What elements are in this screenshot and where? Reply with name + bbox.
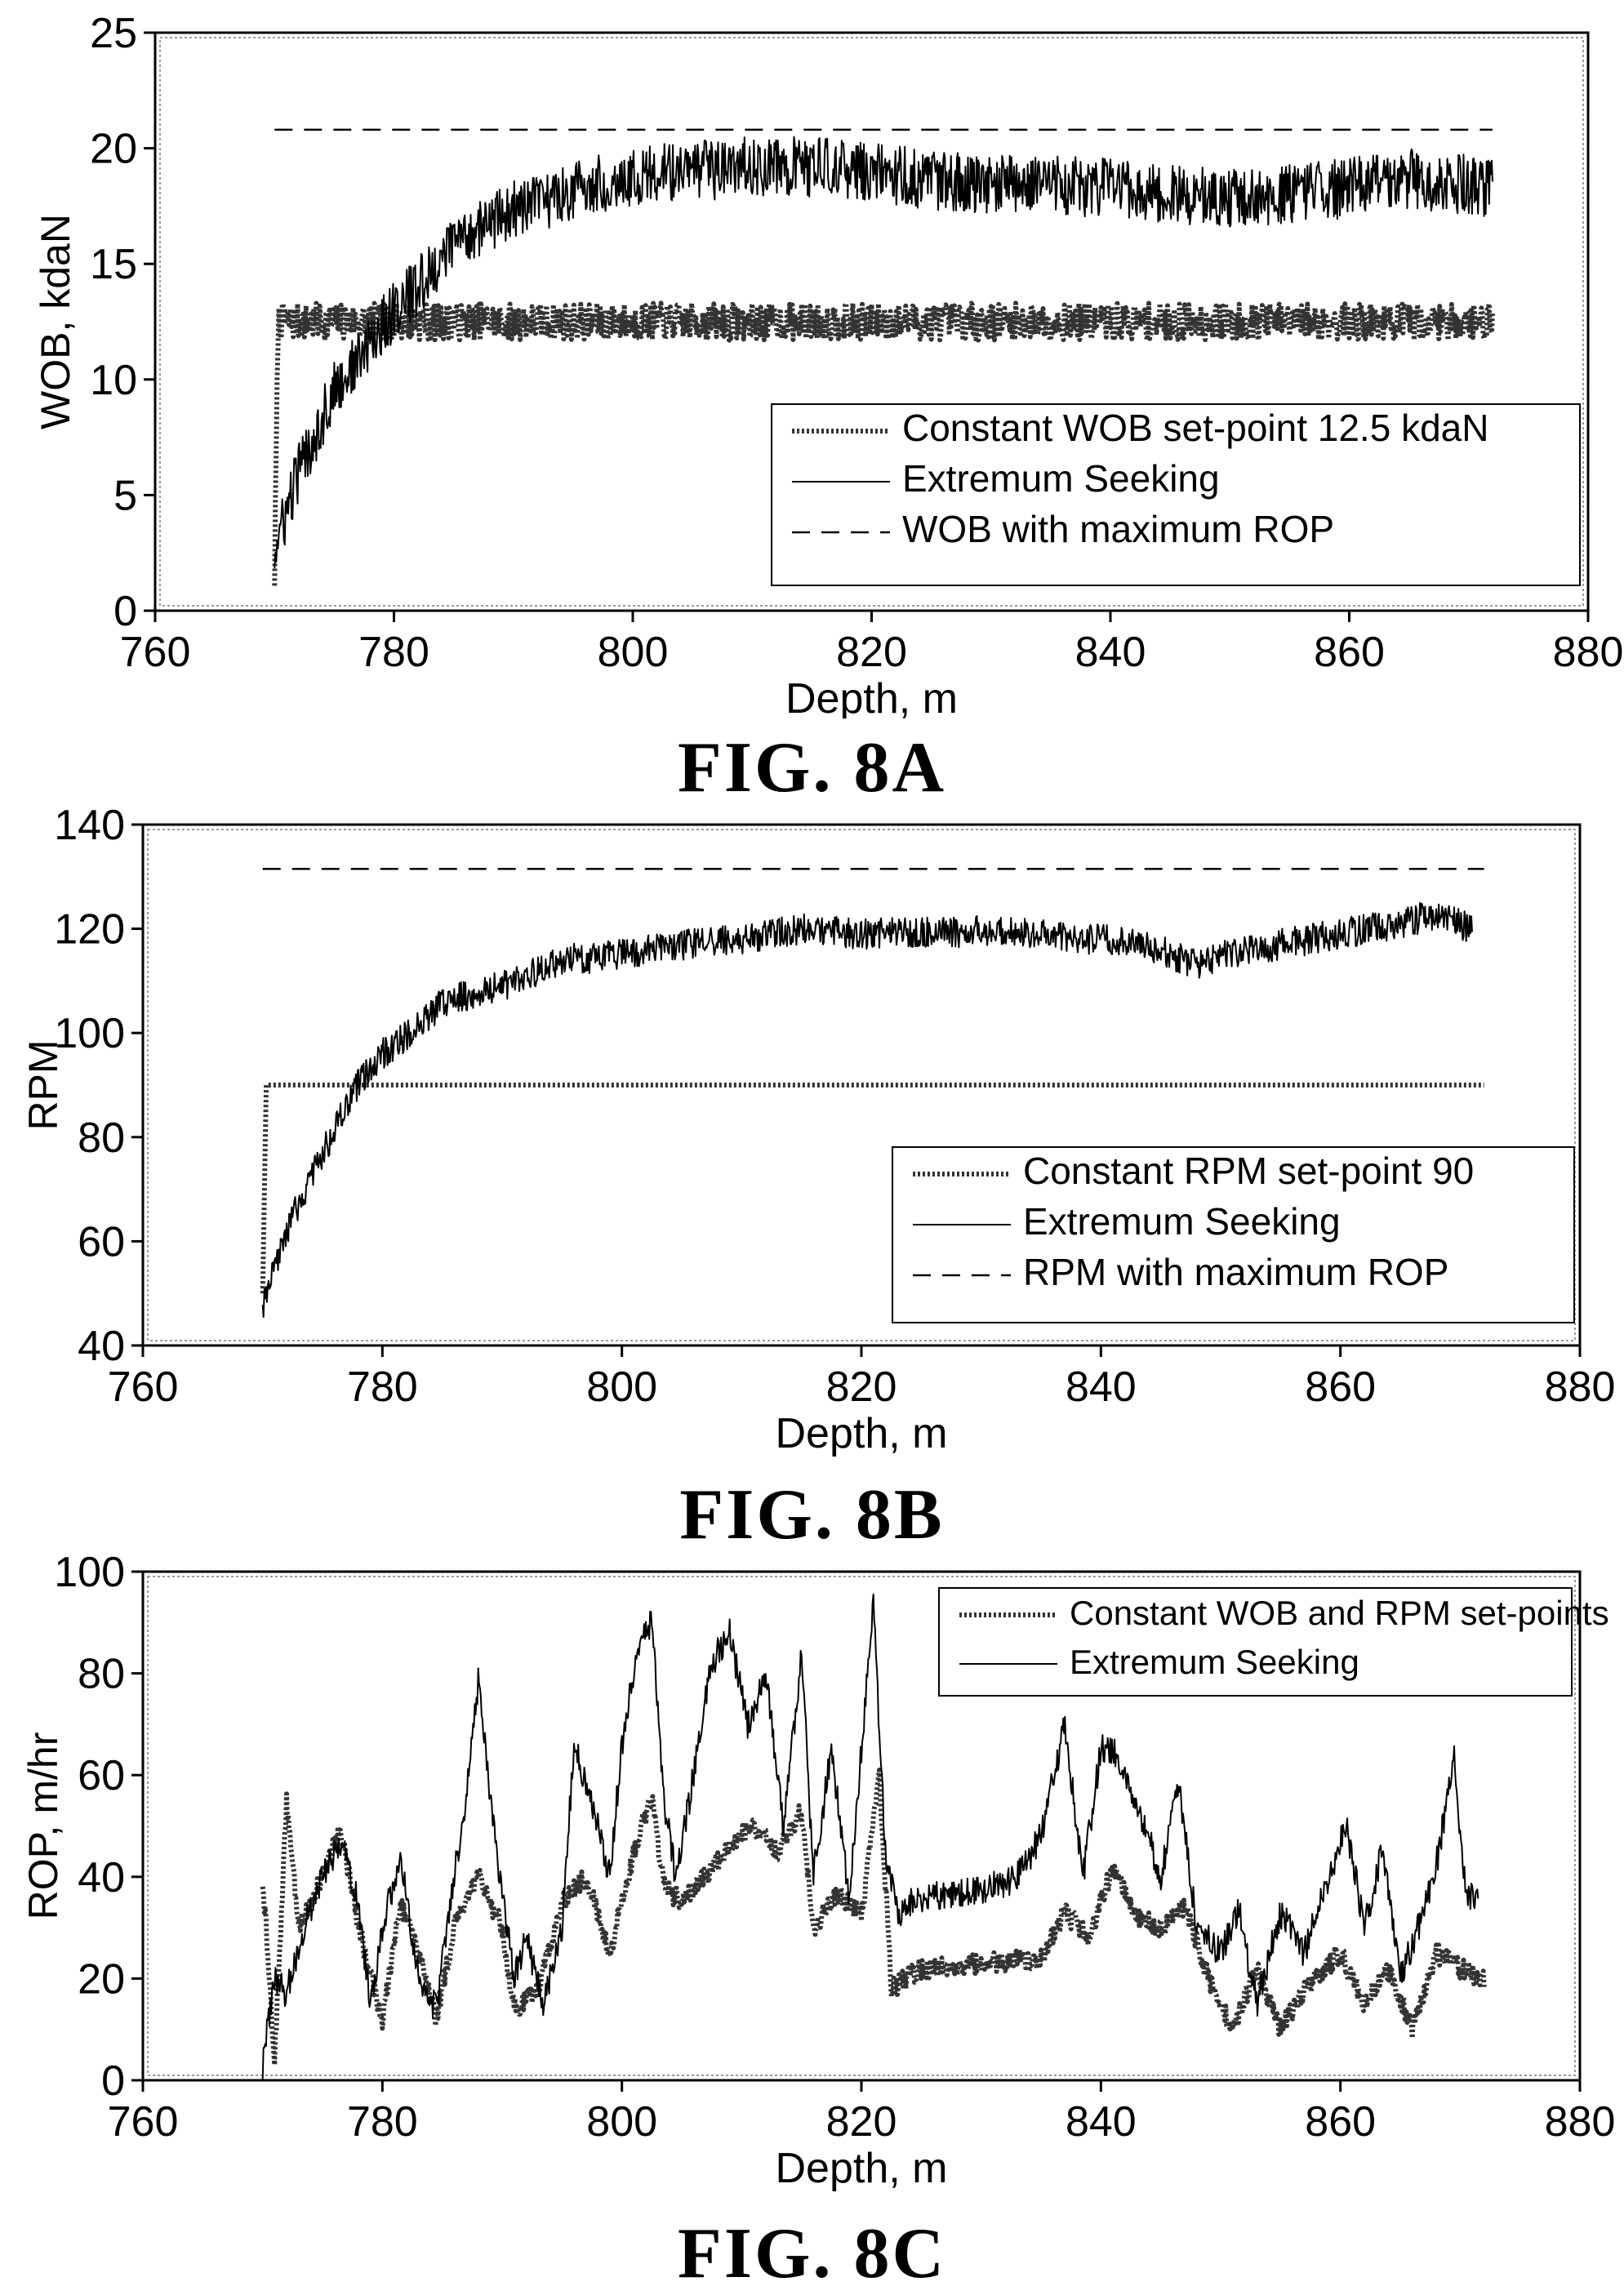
x-tick-label: 780 <box>347 1363 418 1411</box>
y-tick-label: 10 <box>90 357 137 404</box>
y-tick-label: 60 <box>78 1218 125 1265</box>
rpm-chart: 760 780 800 820 840 860 880 40 60 80 100 120 140 Dept… <box>20 804 1616 1457</box>
x-tick-label: 840 <box>1075 629 1146 676</box>
legend-label: Extremum Seeking <box>1070 1643 1359 1681</box>
x-tick-label: 760 <box>108 1363 179 1411</box>
y-axis-label: WOB, kdaN <box>33 214 78 429</box>
series-line <box>261 901 1473 1318</box>
series-extremum-seeking <box>261 901 1473 1318</box>
rop-chart: 760 780 800 820 840 860 880 0 20 40 60 80 100 Depth, … <box>20 1551 1616 2192</box>
series-line <box>274 136 1493 568</box>
x-axis-label: Depth, m <box>776 2145 948 2192</box>
y-axis-label: RPM <box>20 1039 66 1130</box>
x-tick-label: 800 <box>598 629 669 676</box>
x-tick-label: 820 <box>826 1363 897 1411</box>
x-tick-label: 800 <box>586 2098 657 2146</box>
x-tick-label: 780 <box>358 629 429 676</box>
y-tick-label: 20 <box>90 126 137 173</box>
figure-caption-8a: FIG. 8A <box>678 728 946 807</box>
x-tick-label: 880 <box>1545 1363 1616 1411</box>
x-tick-label: 840 <box>1066 2098 1137 2146</box>
x-tick-label: 880 <box>1545 2098 1616 2146</box>
series-constant-wob-and-rpm-set-points <box>260 1768 1487 2068</box>
x-tick-label: 860 <box>1305 2098 1376 2146</box>
y-tick-label: 100 <box>54 1010 125 1057</box>
x-tick-label: 860 <box>1305 1363 1376 1411</box>
plot-inner-border <box>159 37 1584 607</box>
x-tick-label: 860 <box>1314 629 1385 676</box>
series-extremum-seeking <box>274 136 1493 568</box>
series-line <box>272 300 1495 586</box>
series-extremum-seeking <box>261 1593 1479 2080</box>
legend-label: Extremum Seeking <box>1023 1200 1341 1243</box>
legend-label: WOB with maximum ROP <box>902 508 1334 550</box>
wob-chart: 760 780 800 820 840 860 880 0 5 10 15 20 25 Depth, m W… <box>33 10 1624 718</box>
legend: Constant WOB and RPM set-points Extremum … <box>938 1587 1609 1697</box>
x-tick-label: 880 <box>1553 629 1624 676</box>
legend: Constant RPM set-point 90 Extremum Seekin… <box>892 1146 1575 1323</box>
y-tick-label: 5 <box>113 472 137 519</box>
series-constant-rpm-set-point-90 <box>260 1083 1484 1294</box>
legend-box <box>938 1587 1573 1697</box>
y-tick-label: 40 <box>78 1323 125 1370</box>
plot-inner-border <box>147 1576 1576 2076</box>
x-tick-label: 820 <box>836 629 907 676</box>
y-tick-label: 40 <box>78 1854 125 1901</box>
y-tick-label: 15 <box>90 241 137 288</box>
legend: Constant WOB set-point 12.5 kdaN Extremum… <box>771 403 1581 586</box>
legend-label: Extremum Seeking <box>902 457 1220 500</box>
x-tick-label: 800 <box>586 1363 657 1411</box>
series-line <box>260 1083 1484 1294</box>
y-tick-label: 80 <box>78 1651 125 1698</box>
series-line <box>260 1768 1487 2068</box>
legend-label: Constant WOB set-point 12.5 kdaN <box>902 407 1488 449</box>
y-tick-label: 0 <box>101 2057 125 2105</box>
x-axis-label: Depth, m <box>785 675 958 718</box>
y-tick-label: 25 <box>90 10 137 57</box>
y-tick-label: 20 <box>78 1955 125 2003</box>
x-tick-label: 760 <box>120 629 191 676</box>
series-constant-wob-set-point-12-5-kdan <box>272 300 1495 586</box>
y-tick-label: 80 <box>78 1114 125 1162</box>
y-tick-label: 140 <box>54 804 125 849</box>
y-tick-label: 60 <box>78 1752 125 1799</box>
y-axis-label: ROP, m/hr <box>20 1732 66 1920</box>
legend-box <box>771 403 1581 586</box>
x-tick-label: 780 <box>347 2098 418 2146</box>
figure-caption-8b: FIG. 8B <box>679 1475 945 1554</box>
x-tick-label: 760 <box>108 2098 179 2146</box>
legend-label: RPM with maximum ROP <box>1023 1251 1448 1293</box>
legend-label: Constant RPM set-point 90 <box>1023 1150 1474 1192</box>
y-tick-label: 0 <box>113 588 137 635</box>
x-tick-label: 840 <box>1066 1363 1137 1411</box>
y-tick-label: 100 <box>54 1551 125 1596</box>
figure-caption-8c: FIG. 8C <box>678 2214 946 2293</box>
x-tick-label: 820 <box>826 2098 897 2146</box>
plot-inner-border <box>147 829 1576 1341</box>
legend-label: Constant WOB and RPM set-points <box>1070 1594 1609 1632</box>
x-axis-label: Depth, m <box>776 1410 948 1457</box>
series-line <box>261 1593 1479 2080</box>
y-tick-label: 120 <box>54 906 125 954</box>
